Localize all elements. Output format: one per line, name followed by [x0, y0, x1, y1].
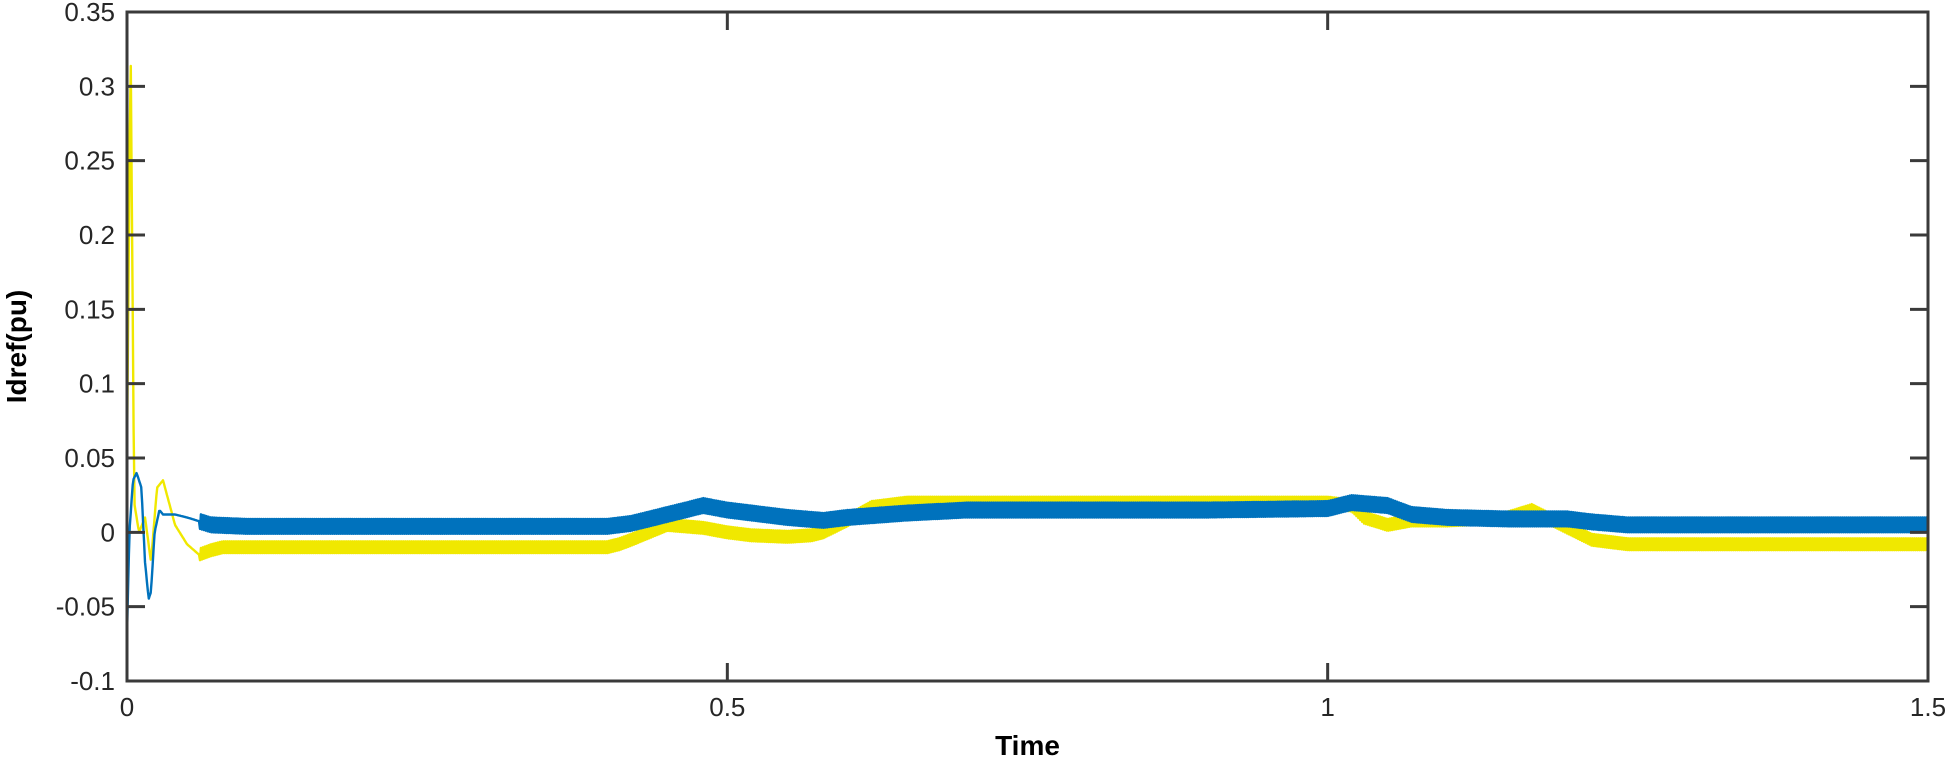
y-tick-label: 0.05 [64, 443, 115, 473]
tick-label-layer: -0.1 -0.05 0 0.05 0.1 0.15 0.2 0.25 0.3 0.35 0 0.5 1… [56, 0, 1946, 722]
x-tick-label: 1.5 [1910, 692, 1946, 722]
y-tick-label: 0.2 [79, 220, 115, 250]
y-tick-label: -0.05 [56, 592, 115, 622]
series-line-1 [125, 64, 1930, 562]
x-axis-label: Time [995, 730, 1060, 758]
tick-layer [125, 10, 1930, 683]
x-tick-label: 1 [1320, 692, 1334, 722]
y-tick-label: -0.1 [70, 666, 115, 696]
plot-frame [125, 10, 1930, 683]
y-tick-label: 0.15 [64, 294, 115, 324]
x-tick-label: 0 [120, 692, 134, 722]
y-tick-label: 0.25 [64, 146, 115, 176]
y-tick-label: 0.1 [79, 369, 115, 399]
series-layer [125, 64, 1930, 637]
x-tick-label: 0.5 [709, 692, 745, 722]
series-line-2 [125, 471, 1930, 637]
y-tick-label: 0.3 [79, 71, 115, 101]
y-axis-label: Idref(pu) [1, 290, 32, 404]
y-tick-label: 0 [101, 517, 115, 547]
y-tick-label: 0.35 [64, 0, 115, 27]
